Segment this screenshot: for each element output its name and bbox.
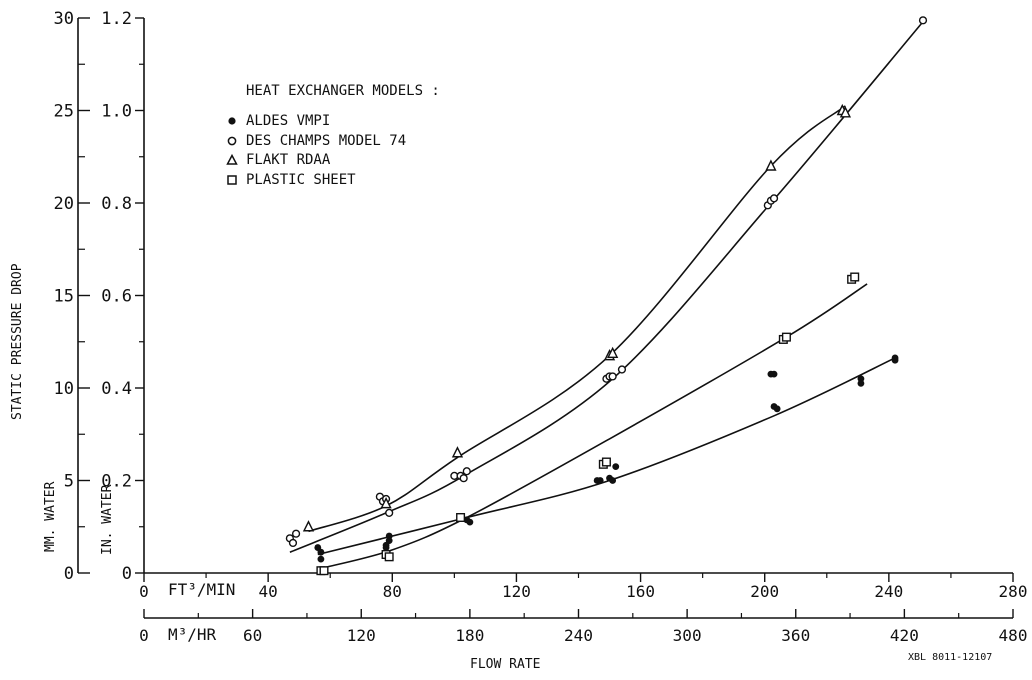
- legend-marker-filled-circle: [228, 117, 236, 125]
- x-cfm-tick-label: 80: [383, 582, 402, 601]
- y-in-tick-label: 0.2: [101, 472, 132, 492]
- data-point-aldes: [596, 477, 604, 484]
- fit-curve: [317, 357, 896, 556]
- legend: HEAT EXCHANGER MODELS : ALDES VMPI DES C…: [226, 83, 440, 188]
- legend-entry-flakt: FLAKT RDAA: [246, 152, 331, 168]
- y-in-tick-label: 0: [122, 564, 132, 584]
- data-point-plastic: [781, 332, 791, 342]
- data-point-plastic: [601, 457, 611, 467]
- x-m3hr-tick-label: 120: [347, 626, 376, 645]
- y-in-tick-label: 1.0: [101, 102, 132, 122]
- data-point-plastic: [319, 566, 329, 576]
- x-cfm-tick-label: 200: [750, 582, 779, 601]
- data-point-aldes: [317, 555, 325, 563]
- y-axis-outer-label: STATIC PRESSURE DROP: [10, 263, 25, 420]
- y-in-tick-label: 0.4: [101, 379, 132, 399]
- legend-entry-plastic: PLASTIC SHEET: [246, 172, 356, 188]
- x-m3hr-tick-label: 60: [243, 626, 262, 645]
- data-point-flakt: [765, 159, 777, 171]
- y-mm-tick-label: 25: [54, 102, 74, 122]
- x-cfm-tick-label: 240: [874, 582, 903, 601]
- x-cfm-tick-label: 120: [502, 582, 531, 601]
- x-cfm-tick-label: 160: [626, 582, 655, 601]
- y-mm-tick-label: 5: [64, 472, 74, 492]
- data-point-plastic: [384, 552, 394, 562]
- y-mm-tick-label: 20: [54, 194, 74, 214]
- legend-entry-deschamps: DES CHAMPS MODEL 74: [246, 133, 406, 149]
- x-cfm-tick-label: 40: [259, 582, 278, 601]
- legend-marker-triangle: [226, 153, 238, 165]
- data-point-aldes: [382, 544, 390, 551]
- data-point-deschamps: [769, 194, 779, 203]
- y-in-tick-label: 1.2: [101, 9, 132, 29]
- data-point-aldes: [891, 356, 899, 364]
- x-cfm-tick-label: 280: [999, 582, 1028, 601]
- y-axis-mm-label: MM. WATER: [43, 481, 58, 552]
- x-axis-m3hr-unit: M³/HR: [168, 625, 217, 644]
- legend-entry-aldes: ALDES VMPI: [246, 113, 330, 129]
- data-point-aldes: [385, 537, 393, 545]
- y-axis-in-label: IN. WATER: [100, 484, 115, 555]
- data-point-flakt: [302, 520, 315, 532]
- legend-title: HEAT EXCHANGER MODELS :: [246, 83, 440, 99]
- data-point-deschamps: [462, 467, 471, 476]
- x-axis-label: FLOW RATE: [470, 657, 540, 672]
- data-point-aldes: [317, 548, 325, 556]
- data-points: [285, 16, 928, 576]
- data-point-deschamps: [291, 529, 301, 538]
- data-point-flakt: [839, 106, 852, 118]
- y-mm-tick-label: 30: [54, 9, 74, 29]
- data-point-deschamps: [385, 508, 394, 517]
- fit-curve: [320, 283, 868, 570]
- legend-marker-square: [227, 175, 237, 185]
- x-axis-cfm-unit: FT³/MIN: [168, 580, 235, 599]
- data-point-flakt: [451, 446, 464, 458]
- x-cfm-tick-label: 0: [139, 582, 149, 601]
- figure-annotation: XBL 8011-12107: [908, 652, 992, 663]
- fit-curves: [289, 17, 927, 570]
- data-point-deschamps: [617, 365, 627, 374]
- x-m3hr-tick-label: 0: [139, 626, 149, 645]
- x-m3hr-tick-label: 240: [564, 626, 593, 645]
- x-m3hr-tick-label: 480: [999, 626, 1028, 645]
- data-point-plastic: [456, 513, 466, 523]
- x-m3hr-tick-label: 360: [781, 626, 810, 645]
- data-point-aldes: [857, 379, 865, 387]
- y-in-tick-label: 0.6: [101, 287, 132, 307]
- x-m3hr-tick-label: 420: [890, 626, 919, 645]
- data-point-flakt: [607, 346, 619, 359]
- data-point-aldes: [773, 405, 781, 413]
- data-point-aldes: [609, 477, 617, 484]
- data-point-deschamps: [288, 538, 298, 548]
- data-point-plastic: [850, 272, 860, 282]
- y-mm-tick-label: 0: [64, 564, 74, 584]
- data-point-deschamps: [918, 16, 928, 25]
- x-m3hr-tick-label: 180: [455, 626, 484, 645]
- x-m3hr-tick-label: 300: [673, 626, 702, 645]
- data-point-deschamps: [459, 474, 468, 483]
- data-point-deschamps: [608, 372, 617, 381]
- data-point-aldes: [466, 518, 474, 526]
- fit-curve: [308, 105, 846, 533]
- data-point-aldes: [770, 370, 778, 378]
- data-point-aldes: [612, 463, 620, 471]
- y-mm-tick-label: 15: [54, 287, 74, 307]
- y-in-tick-label: 0.8: [101, 194, 132, 214]
- data-point-flakt: [380, 497, 392, 509]
- legend-marker-open-circle: [227, 136, 237, 146]
- y-mm-tick-label: 10: [54, 379, 74, 399]
- plot-frame: [77, 18, 1013, 619]
